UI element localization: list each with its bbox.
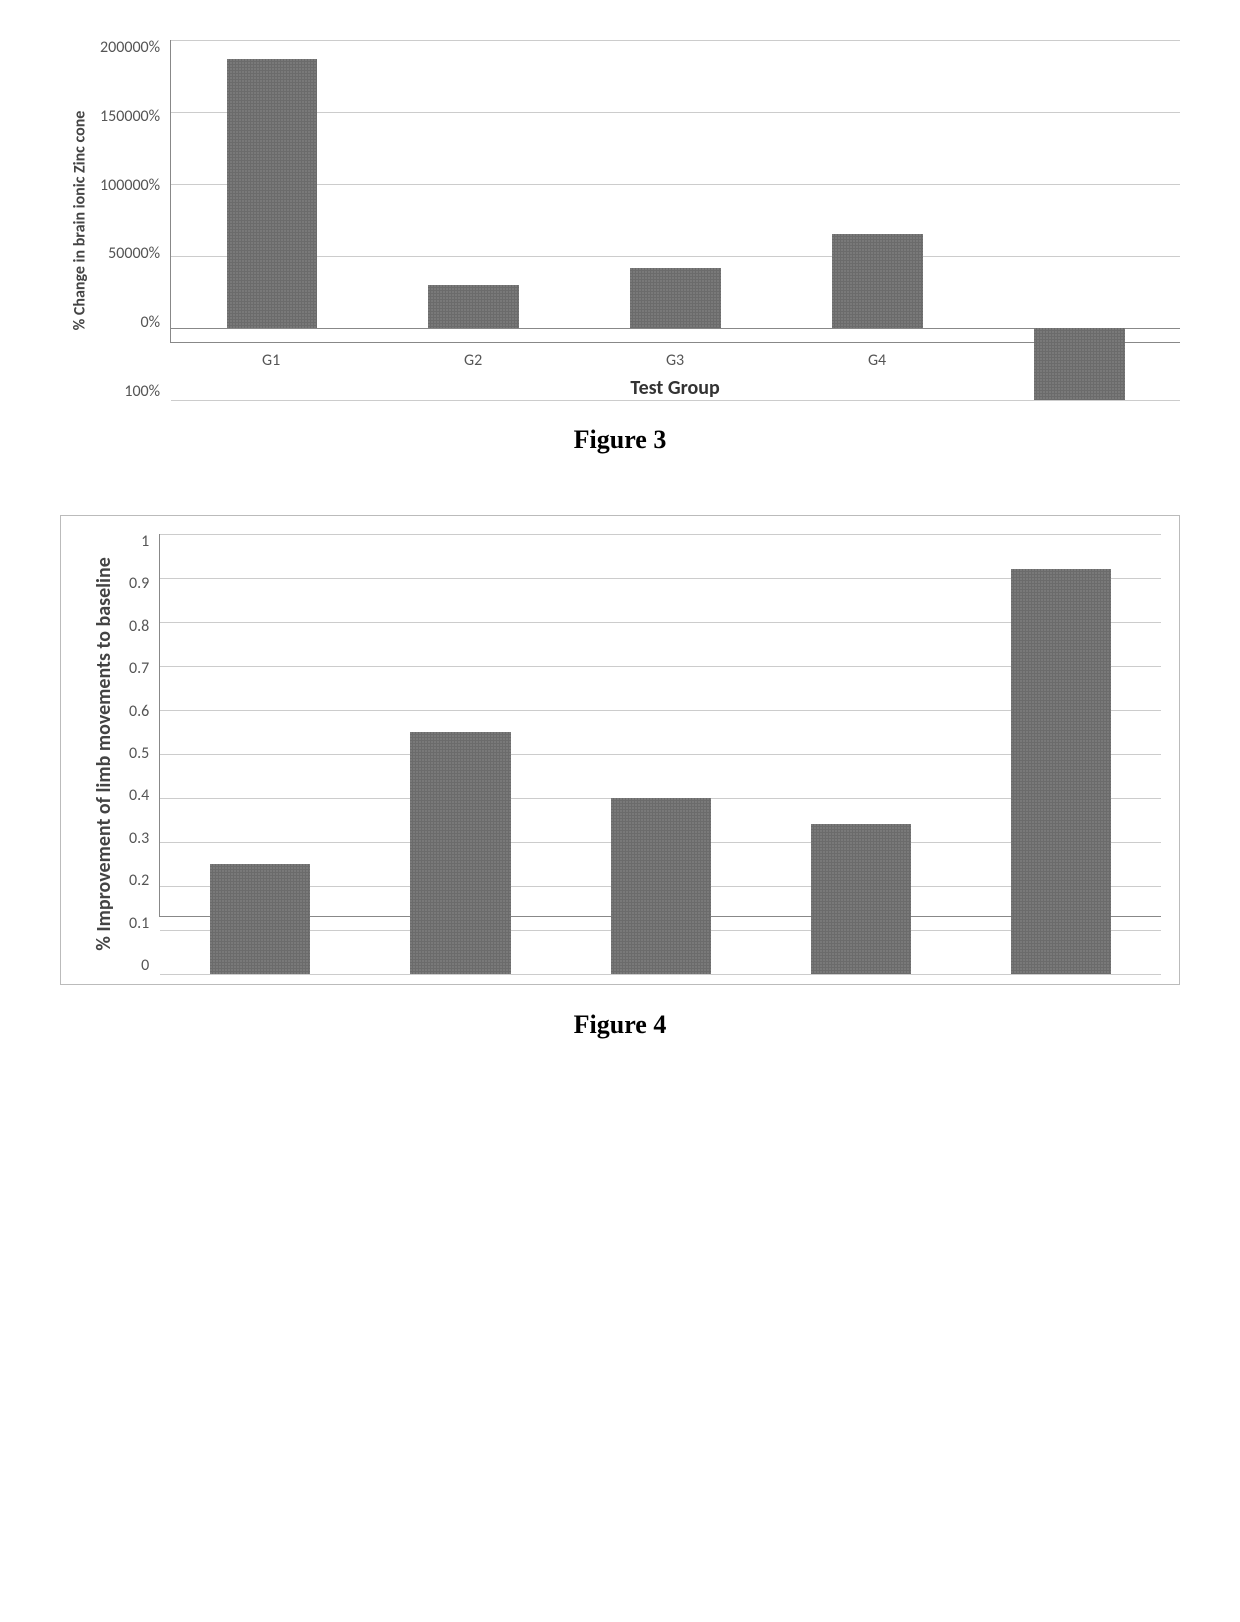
plot-column: G1G2G3G4G5 Test Group bbox=[170, 40, 1180, 400]
y-axis-label-cell: % Improvement of limb movements to basel… bbox=[79, 534, 129, 974]
x-tick-row: G1G2G3G4G5 bbox=[170, 351, 1180, 370]
y-tick-label: 0.7 bbox=[129, 661, 149, 677]
bar-G4 bbox=[832, 234, 923, 328]
y-axis-label: % Change in brain ionic Zinc cone bbox=[71, 110, 90, 330]
y-tick-label: 0.5 bbox=[129, 746, 149, 762]
gridline bbox=[171, 400, 1180, 401]
y-tick-label: 50000% bbox=[100, 246, 160, 262]
bar-G1 bbox=[210, 864, 310, 974]
figure-3: % Change in brain ionic Zinc cone 200000… bbox=[60, 40, 1180, 400]
y-axis-label: % Improvement of limb movements to basel… bbox=[92, 557, 116, 951]
gridline bbox=[171, 40, 1180, 41]
figure-4-caption: Figure 4 bbox=[60, 1010, 1180, 1040]
x-axis-label: Test Group bbox=[170, 376, 1180, 400]
bar-G3 bbox=[630, 268, 721, 328]
bar-G3 bbox=[611, 798, 711, 974]
gridline bbox=[160, 974, 1161, 975]
y-tick-label: 1 bbox=[129, 534, 149, 550]
y-tick-column: 200000% 150000% 100000% 50000% 0% 100% bbox=[100, 40, 170, 400]
gridline bbox=[171, 256, 1180, 257]
y-tick-label: 0.8 bbox=[129, 619, 149, 635]
figure-3-caption: Figure 3 bbox=[60, 425, 1180, 455]
gridline bbox=[171, 112, 1180, 113]
x-tick-label: G2 bbox=[372, 351, 574, 370]
figure-4: % Improvement of limb movements to basel… bbox=[60, 515, 1180, 985]
y-tick-label: 0.9 bbox=[129, 576, 149, 592]
y-tick-label: 200000% bbox=[100, 40, 160, 56]
y-tick-label: 0.4 bbox=[129, 788, 149, 804]
bar-G2 bbox=[428, 285, 519, 328]
plot-area bbox=[159, 534, 1161, 917]
plot-column: G1G2G3G4G5 Test Group bbox=[159, 534, 1161, 974]
y-tick-label: 0.2 bbox=[129, 873, 149, 889]
y-tick-column: 1 0.9 0.8 0.7 0.6 0.5 0.4 0.3 0.2 0.1 0 bbox=[129, 534, 159, 974]
y-axis-label-cell: % Change in brain ionic Zinc cone bbox=[60, 40, 100, 400]
gridline bbox=[171, 184, 1180, 185]
gridline bbox=[160, 534, 1161, 535]
y-tick-label: 100000% bbox=[100, 178, 160, 194]
bar-G2 bbox=[410, 732, 510, 974]
y-tick-label: 0.1 bbox=[129, 916, 149, 932]
chart-area: % Improvement of limb movements to basel… bbox=[79, 534, 1161, 974]
bar-G4 bbox=[811, 824, 911, 974]
x-tick-label: G4 bbox=[776, 351, 978, 370]
x-tick-label: G1 bbox=[170, 351, 372, 370]
y-tick-label: 0.3 bbox=[129, 831, 149, 847]
y-tick-label: 150000% bbox=[100, 109, 160, 125]
bar-G1 bbox=[227, 59, 318, 328]
y-tick-label: 0 bbox=[129, 958, 149, 974]
bar-G5 bbox=[1011, 569, 1111, 974]
zero-line bbox=[171, 328, 1180, 329]
y-tick-label: 0% bbox=[100, 315, 160, 331]
chart-area: % Change in brain ionic Zinc cone 200000… bbox=[60, 40, 1180, 400]
x-tick-label: G3 bbox=[574, 351, 776, 370]
y-tick-label: 100% bbox=[100, 384, 160, 400]
y-tick-label: 0.6 bbox=[129, 704, 149, 720]
bar-G5 bbox=[1034, 328, 1125, 400]
plot-area bbox=[170, 40, 1180, 343]
